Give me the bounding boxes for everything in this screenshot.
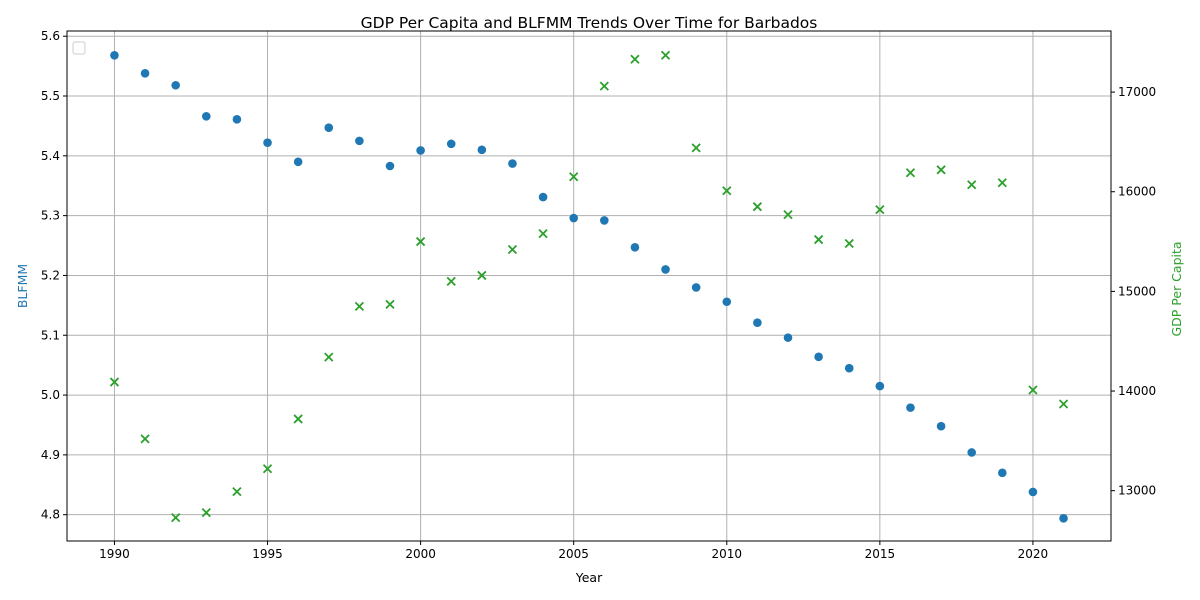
gdp-per-capita-point [354,301,365,311]
series-blfmm [110,51,1068,523]
blfmm-point [538,192,548,202]
blfmm-point [232,115,242,124]
left-y-axis-label: BLFMM [15,264,30,308]
chart-title: GDP Per Capita and BLFMM Trends Over Tim… [361,14,818,32]
gdp-per-capita-point [262,464,273,474]
gdp-per-capita-point [293,414,303,424]
blfmm-point [110,51,119,60]
x-tick-label: 2000 [405,547,436,561]
x-axis-label: Year [575,570,603,585]
left-y-tick-label: 5.5 [41,89,60,103]
blfmm-point [416,146,425,155]
gdp-per-capita-point [905,168,916,178]
gdp-per-capita-point [599,81,609,91]
blfmm-point [508,159,517,168]
blfmm-point [1059,513,1068,523]
left-y-tick-label: 4.9 [41,448,60,462]
blfmm-point [569,213,578,223]
gdp-per-capita-point [140,434,150,444]
gdp-per-capita-point [385,299,395,309]
blfmm-point [783,333,793,342]
gdp-per-capita-point [232,487,242,497]
x-tick-label: 1990 [99,547,130,561]
right-y-tick-label: 17000 [1118,85,1156,99]
blfmm-point [263,138,272,147]
series-gdp-per-capita [109,50,1069,523]
gdp-per-capita-point [630,54,640,64]
blfmm-point [967,448,976,457]
blfmm-point [600,216,609,225]
blfmm-point [661,265,670,274]
blfmm-point [936,421,946,431]
gdp-per-capita-point [660,50,671,60]
gdp-per-capita-point [446,276,456,287]
blfmm-point [446,139,456,149]
blfmm-point [906,403,915,412]
blfmm-point [998,468,1007,478]
gdp-per-capita-point [967,180,977,190]
right-y-tick-label: 16000 [1118,185,1156,199]
grid [67,31,1111,541]
gdp-per-capita-point [875,205,885,215]
right-y-axis-ticks: 13000 14000 15000 16000 17000 [1111,85,1156,498]
gdp-per-capita-point [997,178,1007,188]
gdp-per-capita-point [1028,385,1038,395]
blfmm-point [202,112,211,121]
left-y-tick-label: 5.4 [41,149,60,163]
right-y-tick-label: 14000 [1118,384,1156,398]
x-axis-ticks: 1990 1995 2000 2005 2010 2015 2020 [99,541,1048,561]
blfmm-point [293,157,303,167]
left-y-tick-label: 5.1 [41,328,60,342]
gdp-per-capita-point [569,172,579,182]
blfmm-point [814,352,823,362]
blfmm-point [477,145,487,155]
plot-frame [66,30,1112,542]
blfmm-point [875,381,885,391]
blfmm-point [844,363,854,373]
gdp-per-capita-point [201,507,211,518]
blfmm-point [355,136,364,146]
gdp-per-capita-point [722,186,732,196]
blfmm-point [140,68,150,78]
gdp-per-capita-point [813,234,824,245]
blfmm-point [753,318,762,327]
gdp-per-capita-point [844,238,854,249]
gdp-per-capita-point [324,352,334,362]
gdp-per-capita-point [507,244,518,255]
x-tick-label: 2015 [865,547,896,561]
blfmm-point [1028,487,1038,497]
legend-box [72,41,86,55]
blfmm-point [171,80,180,90]
right-y-tick-label: 15000 [1118,284,1156,298]
gdp-per-capita-point [477,270,487,281]
x-tick-label: 1995 [252,547,283,561]
gdp-per-capita-point [109,377,120,387]
left-y-tick-label: 5.0 [41,388,60,402]
gdp-per-capita-point [171,512,181,523]
blfmm-point [691,283,701,292]
x-tick-label: 2010 [711,547,742,561]
gdp-per-capita-point [936,165,946,175]
x-tick-label: 2020 [1018,547,1049,561]
left-y-axis-ticks: 4.8 4.9 5.0 5.1 5.2 5.3 5.4 5.5 5.6 [41,29,67,522]
gdp-per-capita-point [691,143,701,153]
right-y-axis-label: GDP Per Capita [1169,241,1184,336]
x-tick-label: 2005 [558,547,589,561]
blfmm-point [722,297,732,307]
gdp-per-capita-point [415,236,426,247]
right-y-tick-label: 13000 [1118,484,1156,498]
left-y-tick-label: 4.8 [41,508,60,522]
gdp-per-capita-point [1058,399,1069,409]
gdp-per-capita-point [783,210,793,220]
gdp-per-capita-point [538,228,548,239]
blfmm-point [385,161,395,171]
left-y-tick-label: 5.6 [41,29,60,43]
gdp-per-capita-point [752,202,763,212]
left-y-tick-label: 5.2 [41,268,60,282]
blfmm-point [630,243,640,252]
left-y-tick-label: 5.3 [41,209,60,223]
blfmm-point [324,123,334,133]
